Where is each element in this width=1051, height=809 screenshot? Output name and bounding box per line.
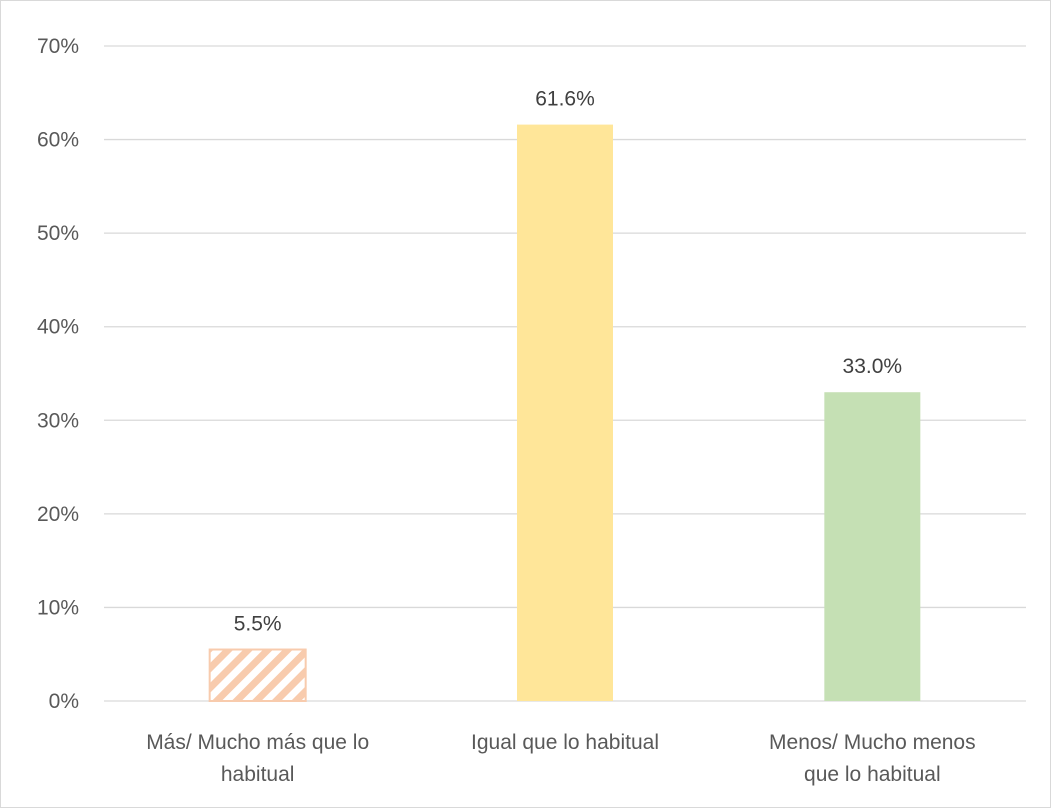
category-label: Igual que lo habitual (471, 731, 659, 754)
x-axis-category-labels: Más/ Mucho más que lo habitual Igual que l… (146, 731, 975, 786)
y-axis-tick-labels: 0% 10% 20% 30% 40% 50% 60% 70% (37, 35, 79, 713)
data-label: 61.6% (535, 88, 595, 111)
category-label: habitual (221, 763, 295, 786)
category-label: que lo habitual (804, 763, 941, 786)
y-tick-label: 10% (37, 596, 79, 619)
data-label: 5.5% (234, 613, 282, 636)
category-label: Más/ Mucho más que lo (146, 731, 369, 754)
y-tick-label: 20% (37, 503, 79, 526)
bar (517, 124, 613, 702)
data-labels: 5.5% 61.6% 33.0% (234, 88, 902, 636)
bars (208, 124, 921, 702)
bar (208, 648, 307, 702)
bar (824, 392, 921, 701)
y-tick-label: 50% (37, 222, 79, 245)
data-label: 33.0% (843, 355, 903, 378)
y-tick-label: 0% (49, 690, 79, 713)
category-label: Menos/ Mucho menos (769, 731, 976, 754)
y-tick-label: 60% (37, 129, 79, 152)
y-tick-label: 40% (37, 316, 79, 339)
y-tick-label: 70% (37, 35, 79, 58)
y-tick-label: 30% (37, 409, 79, 432)
